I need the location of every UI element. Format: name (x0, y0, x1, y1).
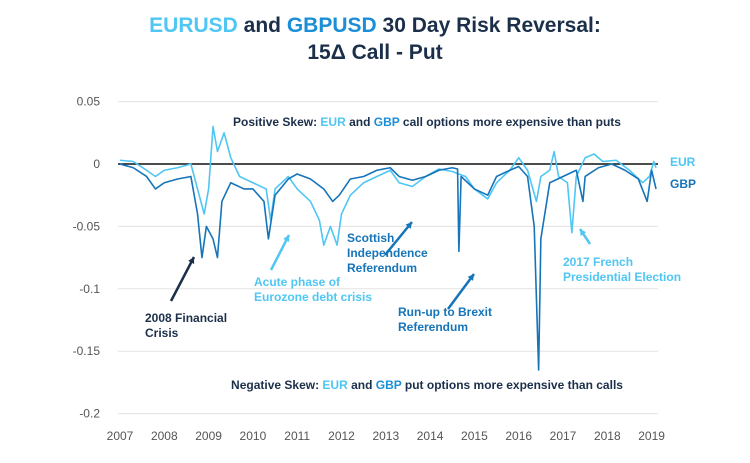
y-tick-label: 0 (93, 157, 100, 171)
y-tick-label: -0.1 (79, 282, 100, 296)
annotation-scottish: Scottish (347, 231, 394, 245)
annotation-french: Presidential Election (563, 270, 681, 284)
title-rest: 30 Day Risk Reversal: (376, 14, 601, 37)
arrow-french-head (580, 229, 587, 236)
positive-skew-label-part: EUR (320, 115, 346, 129)
annotation-eurozone: Eurozone debt crisis (254, 290, 372, 304)
x-tick-label: 2014 (417, 429, 444, 443)
negative-skew-label-part: and (348, 378, 376, 392)
x-tick-label: 2018 (594, 429, 621, 443)
x-tick-label: 2009 (195, 429, 222, 443)
title-gbpusd: GBPUSD (286, 14, 377, 37)
arrow-eurozone-head (283, 235, 290, 242)
title-eurusd: EURUSD (149, 14, 238, 37)
x-tick-label: 2013 (372, 429, 399, 443)
arrow-scottish (384, 221, 413, 256)
positive-skew-label-part: Positive Skew: (233, 115, 320, 129)
y-tick-label: -0.15 (73, 344, 101, 358)
x-tick-label: 2007 (107, 429, 134, 443)
y-tick-label: -0.05 (73, 219, 101, 233)
x-tick-label: 2011 (284, 429, 310, 443)
annotation-scottish: Referendum (347, 261, 417, 275)
title-and: and (237, 14, 287, 37)
negative-skew-label-part: Negative Skew: (231, 378, 322, 392)
arrow-2008 (169, 256, 196, 302)
annotation-eurozone: Acute phase of (254, 275, 341, 289)
x-tick-label: 2017 (550, 429, 577, 443)
arrow-scottish-head (405, 222, 412, 229)
chart-title: EURUSD and GBPUSD 30 Day Risk Reversal: (0, 12, 750, 39)
annotation-brexit: Referendum (398, 320, 468, 334)
positive-skew-label-part: and (346, 115, 374, 129)
arrow-eurozone (269, 234, 291, 271)
y-tick-label: -0.2 (79, 407, 100, 421)
positive-skew-label: Positive Skew: EUR and GBP call options … (233, 115, 621, 129)
x-tick-label: 2015 (461, 429, 488, 443)
x-tick-label: 2010 (240, 429, 267, 443)
series-line-eur (119, 125, 657, 246)
y-tick-label: 0.05 (77, 95, 101, 109)
annotation-brexit: Run-up to Brexit (398, 305, 492, 319)
arrow-2008-head (188, 257, 195, 264)
annotation-french: 2017 French (563, 255, 633, 269)
arrow-brexit (446, 273, 476, 310)
positive-skew-label-part: call options more expensive than puts (400, 115, 622, 129)
x-tick-label: 2019 (638, 429, 665, 443)
series-line-gbp (119, 163, 657, 371)
arrow-brexit-head (467, 274, 474, 281)
x-tick-label: 2008 (151, 429, 178, 443)
negative-skew-label-part: GBP (376, 378, 402, 392)
annotation-2008-crisis: Crisis (145, 326, 179, 340)
x-tick-label: 2012 (328, 429, 355, 443)
chart-subtitle: 15Δ Call - Put (307, 41, 443, 64)
annotation-2008-crisis: 2008 Financial (145, 311, 227, 325)
x-tick-label: 2016 (505, 429, 532, 443)
negative-skew-label: Negative Skew: EUR and GBP put options m… (231, 378, 623, 392)
legend-gbp: GBP (670, 177, 696, 191)
positive-skew-label-part: GBP (374, 115, 400, 129)
legend-eur: EUR (670, 155, 696, 169)
negative-skew-label-part: put options more expensive than calls (402, 378, 624, 392)
negative-skew-label-part: EUR (322, 378, 348, 392)
